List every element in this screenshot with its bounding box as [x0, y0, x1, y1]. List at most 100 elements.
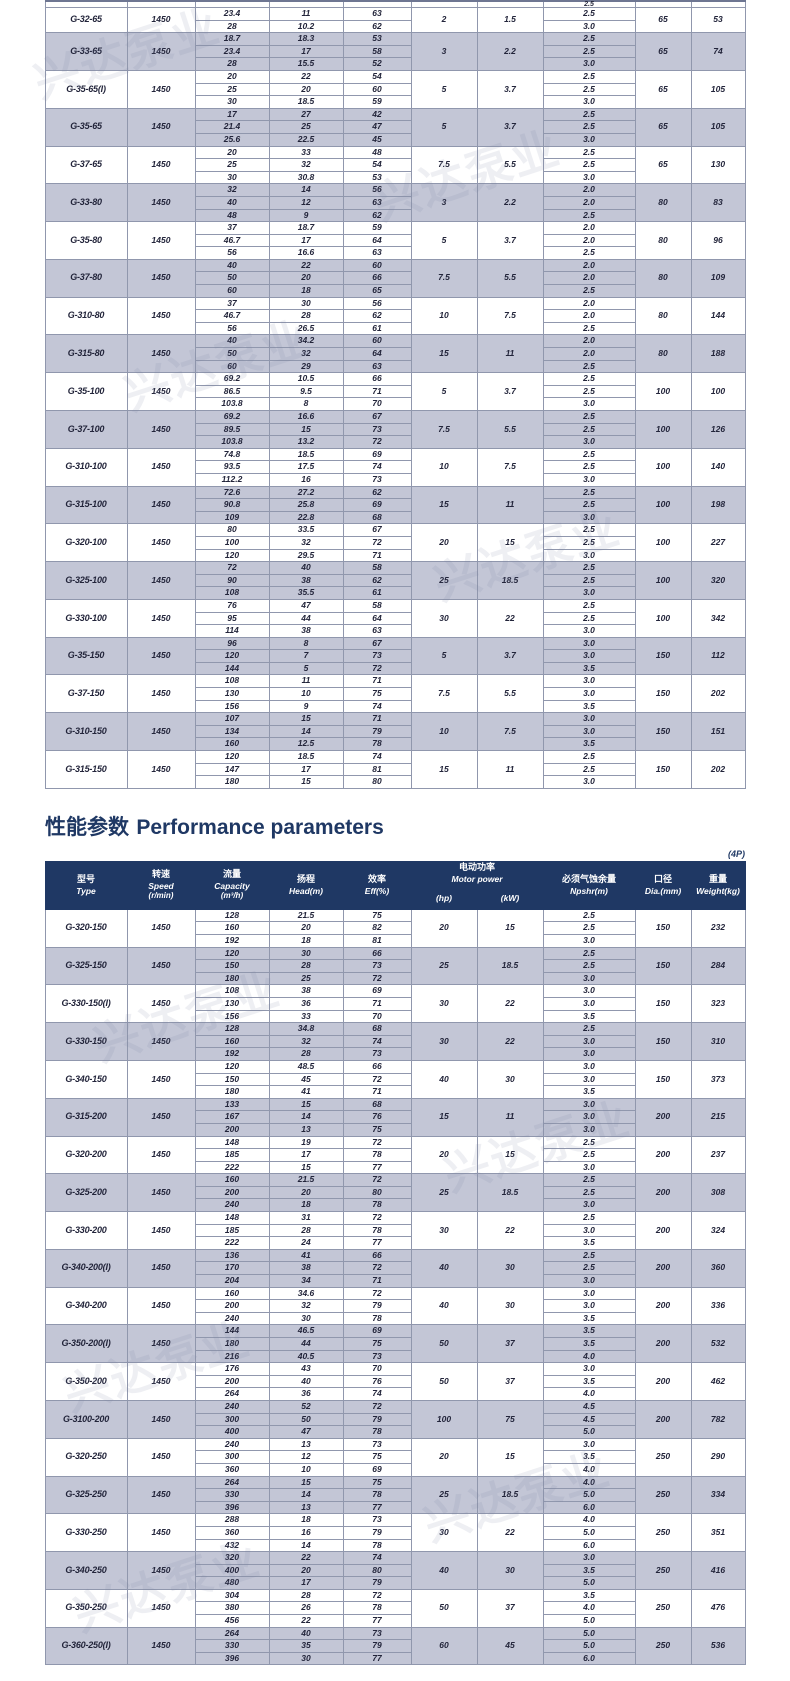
cell-head: 16 [268, 472, 344, 487]
table-row: 160 32 74 3.0 [45, 1034, 745, 1049]
cell-head: 13.2 [268, 435, 344, 449]
cell-capacity: 60 [194, 284, 270, 298]
cell-npshr: 2.5 [542, 69, 636, 84]
cell-kw: 1.5 [476, 6, 544, 34]
cell-npshr: 3.5 [542, 1563, 636, 1578]
cell-efficiency: 66 [342, 372, 412, 386]
cell-head: 41 [268, 1085, 344, 1099]
cell-efficiency: 73 [342, 1437, 412, 1452]
cell-hp: 3 [410, 32, 478, 71]
cell-efficiency: 79 [342, 1639, 412, 1653]
cell-npshr: 3.0 [542, 1097, 636, 1112]
table-row: 103.8 8 70 3.0 [45, 397, 745, 411]
cell-efficiency: 72 [342, 535, 412, 550]
cell-capacity: 240 [194, 1437, 270, 1452]
cell-diameter: 80 [634, 258, 692, 298]
cell-head: 12.5 [268, 737, 344, 752]
cell-capacity: 216 [194, 1349, 270, 1364]
cell-capacity: 330 [194, 1488, 270, 1502]
cell-head: 15 [268, 712, 344, 726]
cell-capacity: 120 [194, 1059, 270, 1074]
cell-speed: 1450 [126, 334, 196, 374]
cell-speed: 1450 [126, 1626, 196, 1666]
cell-head: 18.7 [268, 221, 344, 235]
cell-capacity: 148 [194, 1135, 270, 1150]
cell-capacity: 37 [194, 296, 270, 311]
cell-capacity: 25.6 [194, 132, 270, 147]
cell-head: 25.8 [268, 498, 344, 512]
performance-table-section: 兴达泵业 兴达泵业 兴达泵业 兴达泵业 兴达泵业 型号 Type 转速 Spee… [0, 860, 790, 1666]
cell-speed: 1450 [126, 1248, 196, 1288]
cell-diameter: 250 [634, 1475, 692, 1515]
cell-hp: 25 [410, 1173, 478, 1213]
cell-diameter: 150 [634, 750, 692, 789]
cell-type: G-315-200 [44, 1097, 128, 1137]
cell-hp: 30 [410, 984, 478, 1024]
cell-npshr: 3.5 [542, 1324, 636, 1338]
table-row: 112.2 16 73 3.0 [45, 472, 745, 487]
cell-weight: 532 [690, 1324, 746, 1364]
table-row: 192 18 81 3.0 [45, 934, 745, 948]
cell-hp: 7.5 [410, 145, 478, 185]
cell-npshr: 2.0 [542, 334, 636, 349]
table-row: G-35-65(I) 1450 20 22 54 5 3.7 2.5 65 105 [44, 69, 746, 109]
cell-npshr: 2.5 [542, 1135, 636, 1150]
cell-head: 7 [268, 649, 344, 663]
cell-hp: 20 [410, 523, 478, 563]
cell-capacity: 30 [194, 170, 270, 185]
table-row: 48 9 62 2.5 [45, 208, 745, 223]
cell-npshr: 3.0 [542, 1198, 636, 1213]
table-row: G-37-100 1450 69.2 16.6 67 7.5 5.5 2.5 100 126 [44, 410, 746, 449]
table-row: G-325-150 1450 120 30 66 25 18.5 2.5 150 284 [44, 946, 746, 986]
cell-head: 34 [268, 1274, 344, 1288]
table-row: 222 24 77 3.5 [45, 1236, 745, 1250]
cell-capacity: 176 [194, 1362, 270, 1376]
cell-head: 5 [268, 661, 344, 676]
cell-diameter: 65 [634, 107, 692, 147]
cell-weight: 310 [690, 1022, 746, 1061]
cell-npshr: 4.0 [542, 1462, 636, 1477]
cell-capacity: 288 [194, 1513, 270, 1527]
cell-capacity: 185 [194, 1223, 270, 1238]
cell-efficiency: 78 [342, 1488, 412, 1502]
cell-head: 9.5 [268, 384, 344, 399]
cell-head: 12 [268, 1450, 344, 1464]
cell-head: 21.5 [268, 1173, 344, 1187]
cell-head: 14 [268, 1488, 344, 1502]
cell-weight: 536 [690, 1626, 746, 1666]
cell-speed: 1450 [126, 6, 196, 34]
cell-npshr: 2.5 [542, 573, 636, 588]
cell-type: G-330-150 [44, 1022, 128, 1061]
cell-capacity: 192 [194, 934, 270, 948]
cell-type: G-325-100 [44, 561, 128, 600]
cell-npshr: 3.0 [542, 934, 636, 948]
cell-kw: 22 [476, 984, 544, 1024]
cell-npshr: 2.5 [542, 44, 636, 59]
col-header-capacity: 流量 Capacity (m³/h) [194, 860, 270, 910]
cell-npshr: 5.0 [542, 1576, 636, 1590]
cell-npshr: 3.5 [542, 1374, 636, 1389]
col-header-npshr: 必须气蚀余量 Npshr(m) [542, 860, 636, 910]
cell-capacity: 396 [194, 1500, 270, 1515]
cell-type: G-360-250(I) [44, 1626, 128, 1666]
cell-head: 38 [268, 984, 344, 998]
cell-npshr: 2.0 [542, 221, 636, 235]
cell-efficiency: 67 [342, 523, 412, 537]
cell-capacity: 160 [194, 1034, 270, 1049]
cell-head: 27 [268, 107, 344, 122]
cell-efficiency: 47 [342, 120, 412, 134]
cell-hp: 10 [410, 296, 478, 336]
cell-type: G-330-250 [44, 1513, 128, 1553]
cell-speed: 1450 [126, 221, 196, 260]
cell-efficiency: 71 [342, 384, 412, 399]
cell-capacity: 74.8 [194, 447, 270, 462]
table-row: 100 32 72 2.5 [45, 535, 745, 550]
table-row: 216 40.5 73 4.0 [45, 1349, 745, 1364]
cell-efficiency: 78 [342, 1148, 412, 1162]
cell-capacity: 204 [194, 1274, 270, 1288]
cell-npshr: 2.5 [542, 359, 636, 374]
cell-weight: 202 [690, 750, 746, 789]
cell-hp: 15 [410, 334, 478, 374]
cell-speed: 1450 [126, 1097, 196, 1137]
cell-npshr: 2.5 [542, 321, 636, 336]
